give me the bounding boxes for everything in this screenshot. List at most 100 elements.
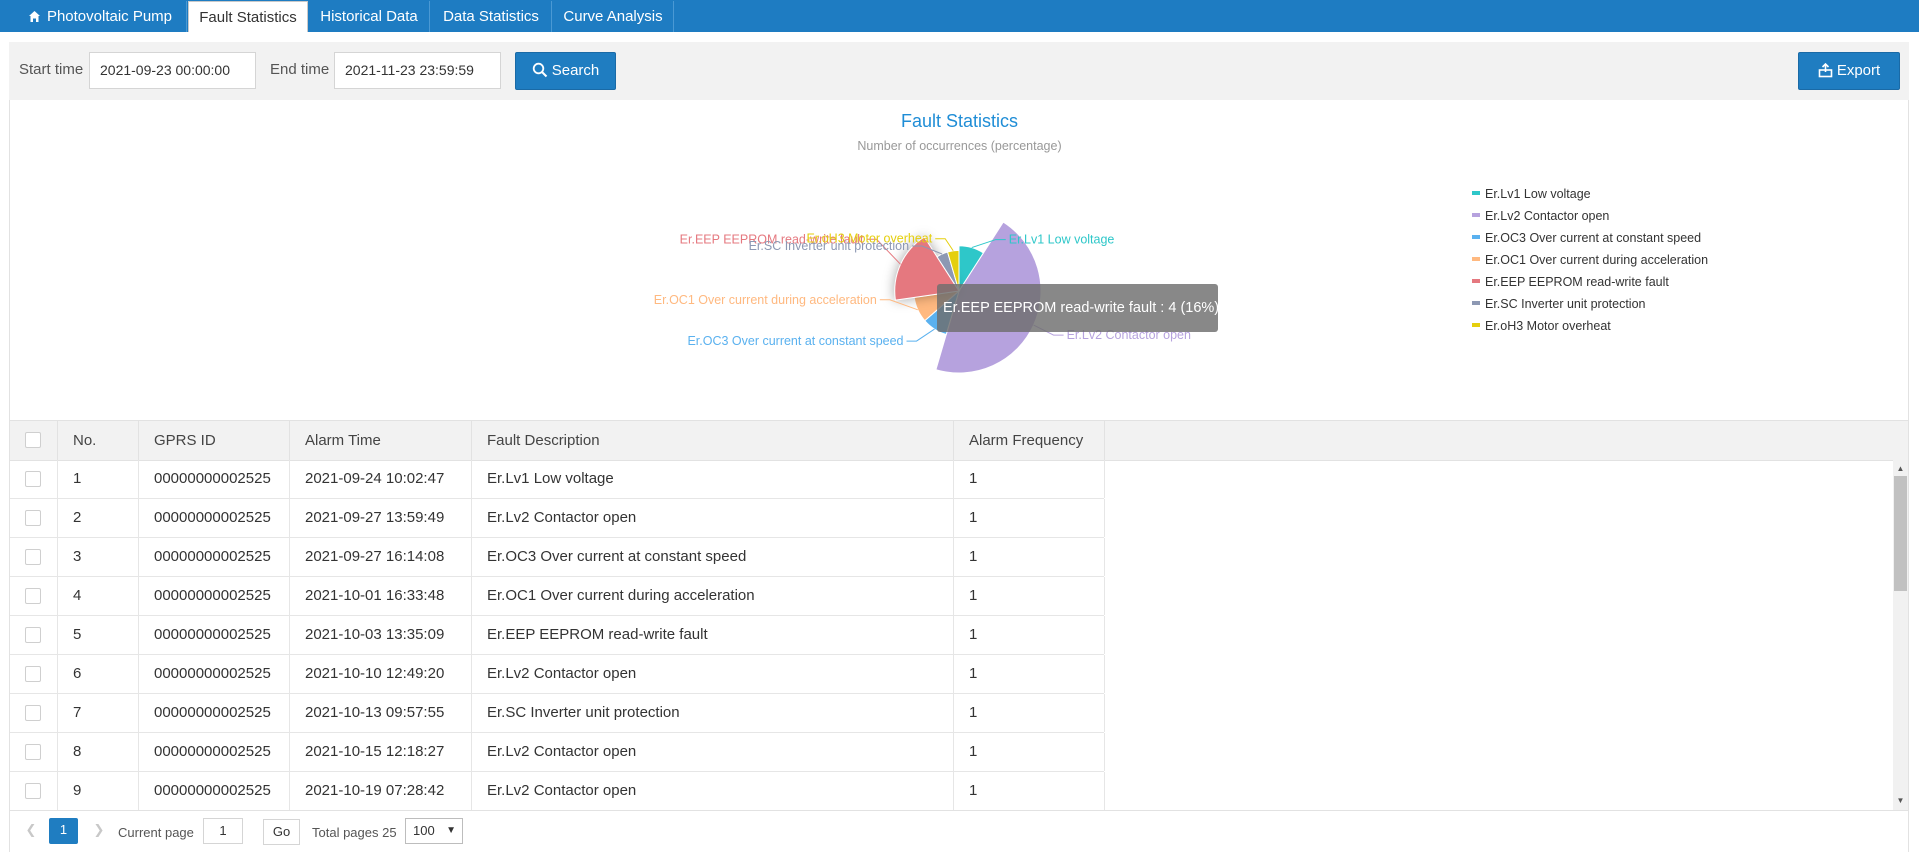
cell-fault-description: Er.Lv2 Contactor open [472, 655, 954, 693]
page-size-select[interactable]: 100 ▼ [405, 818, 463, 844]
row-select-cell [10, 460, 58, 498]
cell-no: 6 [58, 655, 139, 693]
cell-alarm-time: 2021-10-01 16:33:48 [290, 577, 472, 615]
tab-fault-statistics[interactable]: Fault Statistics [188, 1, 308, 32]
legend-item[interactable]: Er.OC3 Over current at constant speed [1472, 230, 1708, 252]
cell-fault-description: Er.Lv2 Contactor open [472, 499, 954, 537]
table-row[interactable]: 9 00000000002525 2021-10-19 07:28:42 Er.Lv2… [10, 772, 1105, 811]
start-time-input[interactable]: 2021-09-23 00:00:00 [89, 52, 256, 89]
end-time-input[interactable]: 2021-11-23 23:59:59 [334, 52, 501, 89]
cell-fault-description: Er.Lv2 Contactor open [472, 772, 954, 810]
row-checkbox[interactable] [25, 666, 41, 682]
cell-no: 7 [58, 694, 139, 732]
table-row[interactable]: 3 00000000002525 2021-09-27 16:14:08 Er.OC3… [10, 538, 1105, 577]
legend-swatch [1472, 213, 1480, 217]
prev-page-button[interactable]: ❮ [25, 822, 37, 837]
column-header-alarm-time[interactable]: Alarm Time [290, 421, 472, 460]
tab-data-statistics[interactable]: Data Statistics [431, 1, 552, 32]
row-checkbox[interactable] [25, 627, 41, 643]
legend-item[interactable]: Er.oH3 Motor overheat [1472, 318, 1708, 340]
tab-photovoltaic-pump[interactable]: Photovoltaic Pump [14, 1, 187, 32]
cell-alarm-time: 2021-10-10 12:49:20 [290, 655, 472, 693]
row-checkbox[interactable] [25, 510, 41, 526]
cell-gprs-id: 00000000002525 [139, 655, 290, 693]
row-checkbox[interactable] [25, 783, 41, 799]
cell-gprs-id: 00000000002525 [139, 616, 290, 654]
current-page-label: Current page [118, 825, 194, 840]
legend-label: Er.OC1 Over current during acceleration [1485, 253, 1709, 267]
table-row[interactable]: 4 00000000002525 2021-10-01 16:33:48 Er.OC1… [10, 577, 1105, 616]
table-row[interactable]: 5 00000000002525 2021-10-03 13:35:09 Er.EEP… [10, 616, 1105, 655]
pie-slice-label: Er.OC1 Over current during acceleration [654, 293, 877, 307]
scroll-up-arrow[interactable]: ▲ [1896, 464, 1905, 473]
column-header-gprs-id[interactable]: GPRS ID [139, 421, 290, 460]
top-tab-bar: Photovoltaic Pump Fault Statistics Histo… [0, 0, 1919, 32]
search-button[interactable]: Search [515, 52, 616, 90]
tab-label: Fault Statistics [199, 9, 297, 26]
select-all-checkbox[interactable] [25, 432, 41, 448]
table-row[interactable]: 7 00000000002525 2021-10-13 09:57:55 Er.SC … [10, 694, 1105, 733]
row-checkbox[interactable] [25, 588, 41, 604]
cell-no: 4 [58, 577, 139, 615]
cell-gprs-id: 00000000002525 [139, 694, 290, 732]
pie-slice-label: Er.SC Inverter unit protection [749, 239, 910, 253]
row-select-cell [10, 577, 58, 615]
cell-fault-description: Er.EEP EEPROM read-write fault [472, 616, 954, 654]
export-icon [1818, 62, 1833, 78]
table-row[interactable]: 8 00000000002525 2021-10-15 12:18:27 Er.Lv2… [10, 733, 1105, 772]
legend-item[interactable]: Er.SC Inverter unit protection [1472, 296, 1708, 318]
row-checkbox[interactable] [25, 471, 41, 487]
legend-label: Er.OC3 Over current at constant speed [1485, 231, 1702, 245]
cell-alarm-time: 2021-10-19 07:28:42 [290, 772, 472, 810]
legend-item[interactable]: Er.EEP EEPROM read-write fault [1472, 274, 1708, 296]
end-time-label: End time [270, 61, 330, 78]
row-select-cell [10, 655, 58, 693]
cell-alarm-time: 2021-09-24 10:02:47 [290, 460, 472, 498]
cell-gprs-id: 00000000002525 [139, 772, 290, 810]
legend-label: Er.Lv1 Low voltage [1485, 187, 1591, 201]
column-header-no[interactable]: No. [58, 421, 139, 460]
table-row[interactable]: 6 00000000002525 2021-10-10 12:49:20 Er.Lv2… [10, 655, 1105, 694]
row-checkbox[interactable] [25, 549, 41, 565]
scroll-down-arrow[interactable]: ▼ [1896, 796, 1905, 805]
cell-gprs-id: 00000000002525 [139, 733, 290, 771]
chevron-down-icon: ▼ [446, 825, 456, 836]
cell-alarm-frequency: 1 [954, 733, 1105, 771]
legend-swatch [1472, 235, 1480, 239]
pie-label-line [912, 245, 943, 255]
chart-tooltip: Er.EEP EEPROM read-write fault : 4 (16%) [937, 284, 1219, 332]
column-header-fault-description[interactable]: Fault Description [472, 421, 954, 460]
cell-alarm-time: 2021-10-13 09:57:55 [290, 694, 472, 732]
table-row[interactable]: 1 00000000002525 2021-09-24 10:02:47 Er.Lv1… [10, 460, 1105, 499]
chart-subtitle: Number of occurrences (percentage) [857, 139, 1062, 153]
cell-fault-description: Er.OC1 Over current during acceleration [472, 577, 954, 615]
cell-gprs-id: 00000000002525 [139, 577, 290, 615]
tab-historical-data[interactable]: Historical Data [309, 1, 430, 32]
table-row[interactable]: 2 00000000002525 2021-09-27 13:59:49 Er.Lv2… [10, 499, 1105, 538]
page-number-input[interactable]: 1 [203, 818, 243, 844]
tab-curve-analysis[interactable]: Curve Analysis [553, 1, 674, 32]
legend-item[interactable]: Er.OC1 Over current during acceleration [1472, 252, 1708, 274]
go-button[interactable]: Go [263, 819, 300, 845]
chart-title: Fault Statistics [900, 111, 1019, 131]
legend-item[interactable]: Er.Lv2 Contactor open [1472, 208, 1708, 230]
cell-alarm-frequency: 1 [954, 772, 1105, 810]
next-page-button[interactable]: ❯ [93, 822, 105, 837]
column-header-alarm-frequency[interactable]: Alarm Frequency [954, 421, 1105, 460]
legend-item[interactable]: Er.Lv1 Low voltage [1472, 186, 1708, 208]
legend-swatch [1472, 279, 1480, 283]
cell-fault-description: Er.OC3 Over current at constant speed [472, 538, 954, 576]
search-button-label: Search [551, 62, 600, 79]
row-checkbox[interactable] [25, 744, 41, 760]
cell-alarm-frequency: 1 [954, 577, 1105, 615]
tab-label: Historical Data [320, 8, 418, 25]
pie-label-line [879, 299, 918, 311]
pie-slice-label: Er.Lv1 Low voltage [1009, 233, 1115, 247]
export-button[interactable]: Export [1798, 52, 1900, 90]
cell-no: 3 [58, 538, 139, 576]
scrollbar-thumb[interactable] [1894, 476, 1907, 591]
search-icon [532, 62, 547, 78]
current-page-number[interactable]: 1 [49, 818, 78, 844]
legend-swatch [1472, 323, 1480, 327]
row-checkbox[interactable] [25, 705, 41, 721]
